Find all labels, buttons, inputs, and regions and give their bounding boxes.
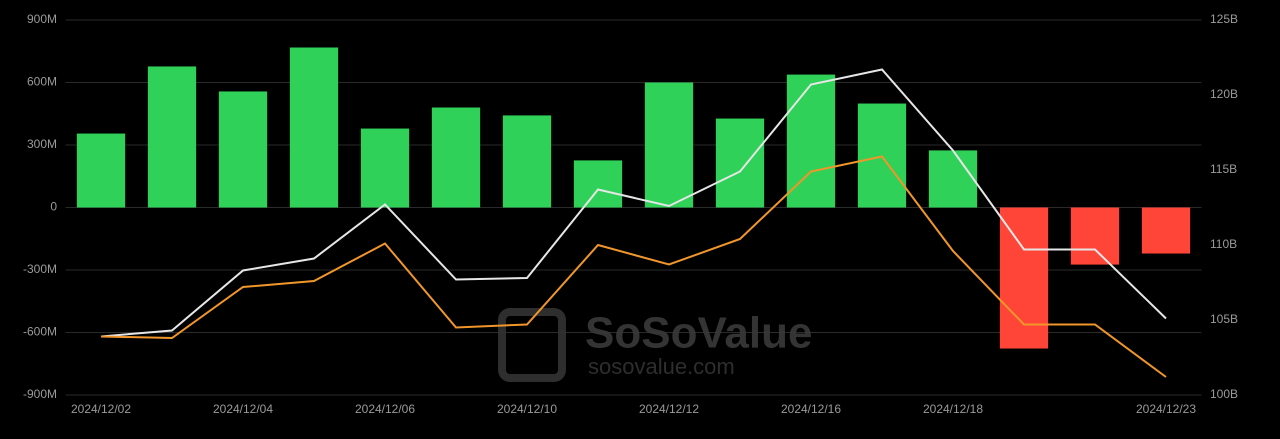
y2-tick-label: 105B: [1210, 312, 1238, 326]
bar: [999, 207, 1049, 349]
x-tick-label: 2024/12/04: [213, 402, 273, 416]
watermark-url: sosovalue.com: [588, 354, 735, 379]
bar: [644, 82, 694, 208]
y-tick-label: -300M: [23, 262, 57, 276]
y2-tick-label: 115B: [1210, 162, 1237, 176]
bar: [360, 128, 410, 208]
bar: [1141, 207, 1191, 254]
y-tick-label: 900M: [27, 12, 57, 26]
y2-tick-label: 120B: [1210, 87, 1238, 101]
watermark: SoSoValue sosovalue.com: [498, 308, 812, 382]
watermark-logo: [498, 308, 566, 382]
bar: [431, 107, 481, 208]
y-tick-label: 600M: [27, 75, 57, 89]
bar: [76, 133, 126, 208]
bar: [715, 118, 765, 208]
x-tick-label: 2024/12/10: [497, 402, 557, 416]
y2-tick-label: 100B: [1210, 387, 1238, 401]
x-tick-label: 2024/12/02: [71, 402, 131, 416]
bar: [1070, 207, 1120, 265]
bar: [147, 66, 197, 208]
y-tick-label: -600M: [23, 325, 57, 339]
x-tick-label: 2024/12/12: [639, 402, 699, 416]
bar: [289, 47, 339, 208]
x-tick-label: 2024/12/18: [923, 402, 983, 416]
y2-tick-label: 110B: [1210, 237, 1237, 251]
y-tick-label: 300M: [27, 137, 57, 151]
y2-tick-label: 125B: [1210, 12, 1238, 26]
watermark-brand: SoSoValue: [585, 309, 812, 358]
x-tick-label: 2024/12/16: [781, 402, 841, 416]
x-tick-label: 2024/12/06: [355, 402, 415, 416]
bar: [218, 91, 268, 208]
y-tick-label: 0: [50, 200, 57, 214]
line-series: [100, 68, 1167, 338]
x-tick-label: 2024/12/23: [1136, 402, 1196, 416]
y-tick-label: -900M: [23, 387, 57, 401]
bar: [573, 160, 623, 208]
line-series: [100, 155, 1167, 378]
bar: [928, 150, 978, 208]
bar: [502, 115, 552, 208]
bar: [786, 74, 836, 208]
